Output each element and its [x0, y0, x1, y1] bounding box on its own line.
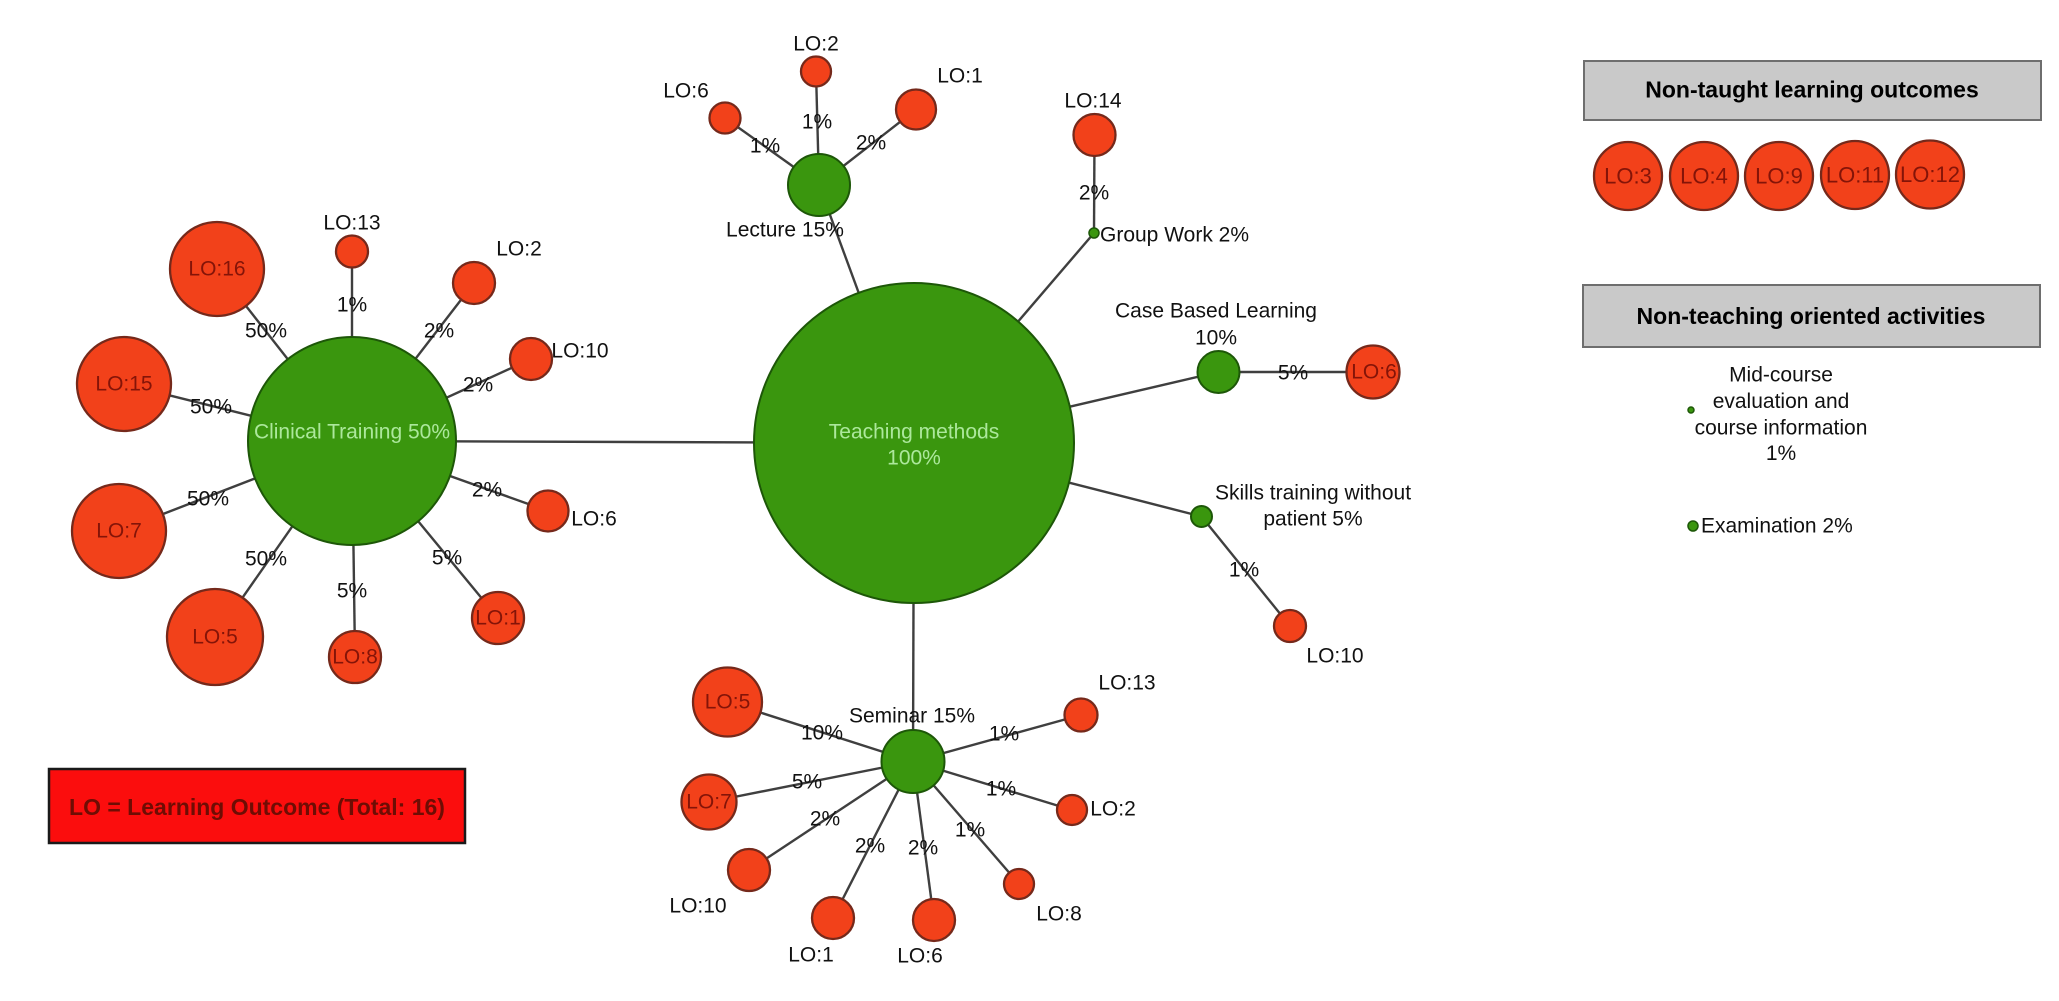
svg-text:LO:12: LO:12: [1900, 162, 1960, 187]
svg-text:Examination 2%: Examination 2%: [1701, 515, 1853, 538]
svg-text:LO:14: LO:14: [1064, 90, 1122, 113]
svg-text:Teaching methods: Teaching methods: [829, 421, 999, 444]
svg-text:LO:1: LO:1: [475, 607, 521, 630]
svg-text:Skills training without: Skills training without: [1215, 482, 1411, 505]
svg-text:Non-taught learning outcomes: Non-taught learning outcomes: [1645, 77, 1979, 103]
svg-text:2%: 2%: [856, 132, 886, 155]
svg-text:LO:15: LO:15: [95, 373, 152, 396]
svg-text:patient 5%: patient 5%: [1263, 508, 1362, 531]
svg-text:2%: 2%: [855, 835, 885, 858]
svg-text:2%: 2%: [810, 808, 840, 831]
svg-text:5%: 5%: [792, 771, 822, 794]
svg-text:LO:5: LO:5: [192, 626, 238, 649]
svg-text:50%: 50%: [245, 548, 287, 571]
svg-text:LO:11: LO:11: [1826, 163, 1884, 188]
svg-text:1%: 1%: [802, 111, 832, 134]
svg-text:LO:7: LO:7: [686, 791, 732, 814]
svg-text:LO:10: LO:10: [551, 340, 608, 363]
svg-text:LO:6: LO:6: [663, 80, 709, 103]
svg-text:50%: 50%: [187, 488, 229, 511]
svg-text:5%: 5%: [432, 547, 462, 570]
svg-text:5%: 5%: [337, 580, 367, 603]
svg-text:LO:10: LO:10: [669, 895, 726, 918]
svg-text:1%: 1%: [1229, 559, 1259, 582]
svg-text:10%: 10%: [801, 722, 843, 745]
svg-text:LO:2: LO:2: [793, 33, 839, 56]
svg-text:LO:13: LO:13: [323, 212, 380, 235]
svg-text:LO:8: LO:8: [332, 646, 378, 669]
svg-text:course information: course information: [1695, 417, 1868, 440]
svg-text:evaluation and: evaluation and: [1713, 390, 1850, 413]
svg-text:5%: 5%: [1278, 362, 1308, 385]
svg-text:1%: 1%: [986, 778, 1016, 801]
svg-text:50%: 50%: [190, 396, 232, 419]
svg-text:Mid-course: Mid-course: [1729, 364, 1833, 387]
svg-text:LO = Learning Outcome (Total:: LO = Learning Outcome (Total: 16): [69, 794, 445, 820]
svg-text:Case Based Learning: Case Based Learning: [1115, 300, 1317, 323]
svg-text:Clinical Training 50%: Clinical Training 50%: [254, 421, 450, 444]
svg-text:LO:6: LO:6: [1351, 361, 1397, 384]
svg-text:LO:9: LO:9: [1755, 164, 1803, 189]
svg-text:Non-teaching oriented activiti: Non-teaching oriented activities: [1637, 303, 1986, 329]
svg-text:1%: 1%: [989, 723, 1019, 746]
svg-text:LO:1: LO:1: [937, 65, 983, 88]
svg-text:2%: 2%: [463, 374, 493, 397]
svg-text:2%: 2%: [908, 837, 938, 860]
svg-text:2%: 2%: [424, 320, 454, 343]
svg-text:2%: 2%: [472, 479, 502, 502]
svg-text:Seminar 15%: Seminar 15%: [849, 705, 975, 728]
svg-text:2%: 2%: [1079, 182, 1109, 205]
svg-text:1%: 1%: [750, 135, 780, 158]
svg-text:LO:2: LO:2: [496, 238, 542, 261]
svg-text:1%: 1%: [955, 819, 985, 842]
svg-text:LO:5: LO:5: [705, 691, 751, 714]
svg-text:Group Work 2%: Group Work 2%: [1100, 224, 1249, 247]
svg-text:LO:7: LO:7: [96, 520, 142, 543]
svg-text:LO:16: LO:16: [188, 258, 245, 281]
svg-text:50%: 50%: [245, 320, 287, 343]
svg-text:LO:4: LO:4: [1680, 164, 1728, 189]
svg-text:1%: 1%: [1766, 442, 1796, 465]
svg-text:LO:13: LO:13: [1098, 672, 1155, 695]
svg-text:LO:2: LO:2: [1090, 798, 1136, 821]
svg-text:10%: 10%: [1195, 327, 1237, 350]
svg-text:LO:1: LO:1: [788, 944, 834, 967]
svg-text:LO:8: LO:8: [1036, 903, 1082, 926]
svg-text:100%: 100%: [887, 447, 941, 470]
svg-text:LO:10: LO:10: [1306, 645, 1363, 668]
svg-text:Lecture 15%: Lecture 15%: [726, 219, 844, 242]
svg-text:1%: 1%: [337, 294, 367, 317]
svg-text:LO:6: LO:6: [571, 508, 617, 531]
svg-text:LO:6: LO:6: [897, 945, 943, 968]
svg-text:LO:3: LO:3: [1604, 164, 1652, 189]
